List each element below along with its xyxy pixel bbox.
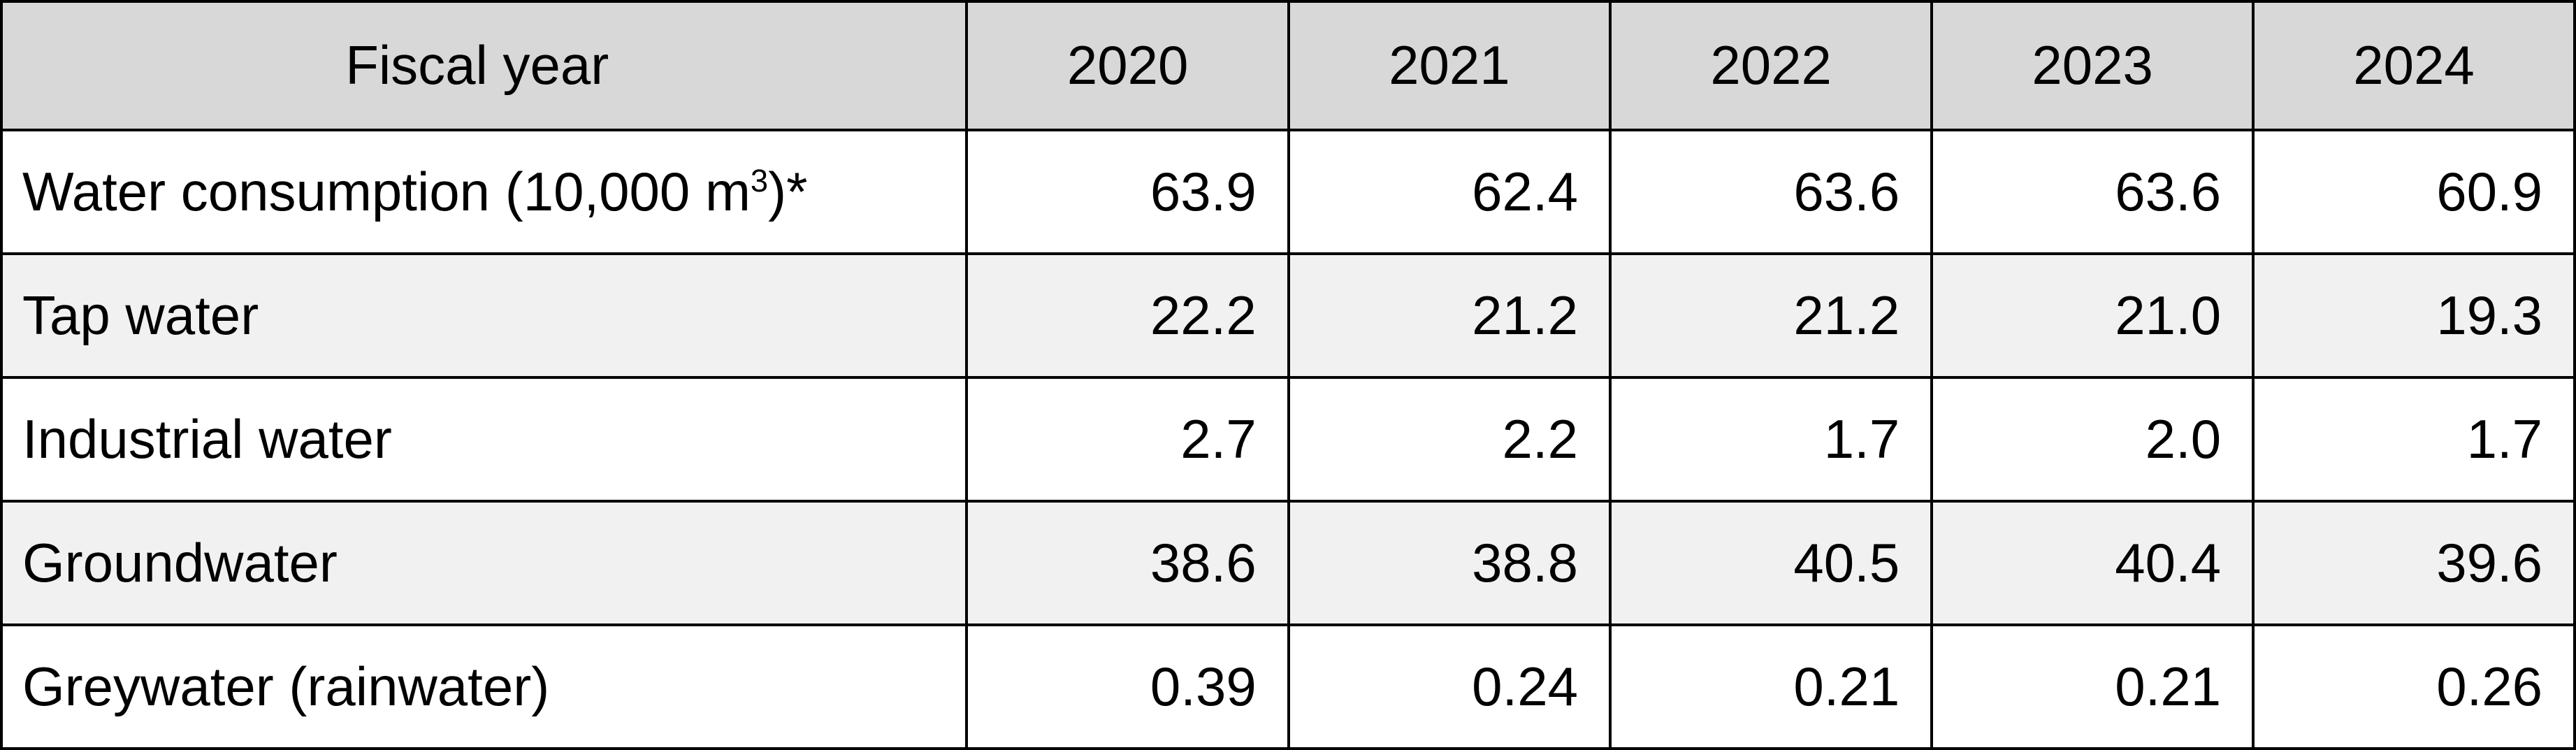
row-label-tap-water: Tap water [0,252,969,379]
cell-value: 38.8 [1287,500,1612,626]
cell-value: 1.7 [2252,376,2576,503]
cell-value: 2.7 [965,376,1290,503]
cell-value: 0.21 [1930,623,2255,750]
table-row-tap-water: Tap water 22.2 21.2 21.2 21.0 19.3 [0,252,2576,379]
cell-value: 2.0 [1930,376,2255,503]
cell-value: 22.2 [965,252,1290,379]
superscript-3: 3 [750,162,769,199]
table-row-greywater: Greywater (rainwater) 0.39 0.24 0.21 0.2… [0,623,2576,750]
cell-value: 38.6 [965,500,1290,626]
row-label-text: Water consumption (10,000 m [22,160,751,222]
fiscal-year-header-cell: Fiscal year [0,0,969,131]
cell-value: 2.2 [1287,376,1612,503]
cell-value: 63.9 [965,129,1290,255]
cell-value: 0.24 [1287,623,1612,750]
row-label-groundwater: Groundwater [0,500,969,626]
row-label-water-consumption: Water consumption (10,000 m3)* [0,129,969,255]
cell-value: 39.6 [2252,500,2576,626]
table-row-industrial-water: Industrial water 2.7 2.2 1.7 2.0 1.7 [0,376,2576,503]
cell-value: 19.3 [2252,252,2576,379]
table-header-row: Fiscal year 2020 2021 2022 2023 2024 [0,0,2576,131]
cell-value: 21.0 [1930,252,2255,379]
cell-value: 0.21 [1608,623,1934,750]
cell-value: 1.7 [1608,376,1934,503]
cell-value: 21.2 [1608,252,1934,379]
table-row-groundwater: Groundwater 38.6 38.8 40.5 40.4 39.6 [0,500,2576,626]
row-label-greywater: Greywater (rainwater) [0,623,969,750]
cell-value: 40.4 [1930,500,2255,626]
cell-value: 63.6 [1930,129,2255,255]
year-header-2021: 2021 [1287,0,1612,131]
cell-value: 62.4 [1287,129,1612,255]
year-header-2023: 2023 [1930,0,2255,131]
year-header-2020: 2020 [965,0,1290,131]
cell-value: 21.2 [1287,252,1612,379]
cell-value: 63.6 [1608,129,1934,255]
row-label-suffix: )* [768,160,808,222]
cell-value: 0.26 [2252,623,2576,750]
year-header-2024: 2024 [2252,0,2576,131]
cell-value: 40.5 [1608,500,1934,626]
table-row-water-consumption: Water consumption (10,000 m3)* 63.9 62.4… [0,129,2576,255]
year-header-2022: 2022 [1608,0,1934,131]
row-label-industrial-water: Industrial water [0,376,969,503]
cell-value: 0.39 [965,623,1290,750]
cell-value: 60.9 [2252,129,2576,255]
